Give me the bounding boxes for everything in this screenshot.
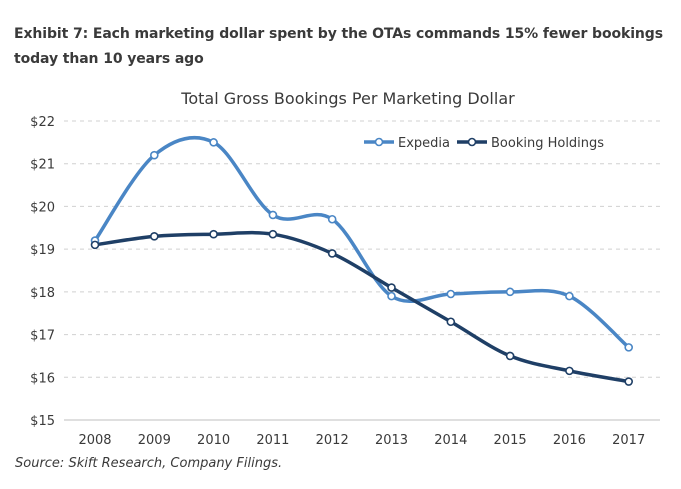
y-tick-label: $21: [30, 158, 55, 173]
x-tick-label: 2011: [256, 433, 289, 448]
series-lines: [90, 135, 634, 386]
x-tick-label: 2009: [138, 433, 171, 448]
data-point-expedia: [150, 150, 159, 160]
exhibit-title: Exhibit 7: Each marketing dollar spent b…: [14, 26, 663, 67]
y-tick-label: $18: [30, 286, 55, 301]
series-line-expedia: [93, 135, 631, 350]
x-tick-label: 2014: [434, 433, 467, 448]
data-point-expedia: [565, 291, 574, 301]
legend-marker-booking-holdings: [467, 137, 477, 147]
x-tick-label: 2015: [494, 433, 527, 448]
y-tick-label: $16: [30, 371, 55, 386]
data-point-booking-holdings: [327, 249, 337, 258]
data-point-expedia: [327, 214, 337, 224]
data-point-booking-holdings: [446, 317, 456, 327]
x-tick-label: 2012: [316, 433, 349, 448]
grid: [64, 120, 660, 421]
y-axis-ticks: $15 $16 $17 $18 $19 $20 $21 $22: [30, 115, 55, 429]
x-tick-label: 2010: [197, 433, 230, 448]
x-tick-label: 2017: [612, 433, 645, 448]
legend-label-booking-holdings: Booking Holdings: [491, 136, 604, 151]
x-tick-label: 2013: [375, 433, 408, 448]
data-point-booking-holdings: [565, 366, 574, 376]
data-point-expedia: [446, 289, 456, 299]
data-point-expedia: [387, 291, 396, 301]
data-point-expedia: [624, 343, 634, 352]
x-axis-ticks: 2008 2009 2010 2011 2012 2013 2014 2015 2016 2017: [78, 433, 645, 448]
legend: Expedia Booking Holdings: [364, 136, 604, 151]
data-point-booking-holdings: [209, 229, 218, 239]
data-point-expedia: [505, 287, 515, 297]
x-tick-label: 2016: [553, 433, 586, 448]
y-tick-label: $22: [30, 115, 55, 130]
series-line-booking-holdings: [93, 230, 631, 384]
source-note: Source: Skift Research, Company Filings.: [15, 456, 283, 471]
data-point-booking-holdings: [90, 240, 100, 250]
data-point-booking-holdings: [387, 283, 396, 292]
data-point-booking-holdings: [150, 232, 159, 241]
y-tick-label: $20: [30, 200, 55, 215]
x-tick-label: 2008: [78, 433, 111, 448]
y-tick-label: $19: [30, 243, 55, 258]
data-point-booking-holdings: [505, 351, 515, 361]
y-tick-label: $17: [30, 329, 55, 344]
data-point-booking-holdings: [268, 229, 278, 239]
legend-label-expedia: Expedia: [398, 136, 450, 151]
chart-title: Total Gross Bookings Per Marketing Dolla…: [180, 89, 515, 108]
data-point-expedia: [209, 138, 218, 147]
y-tick-label: $15: [30, 414, 55, 429]
data-point-expedia: [268, 210, 278, 220]
data-point-booking-holdings: [624, 377, 634, 386]
legend-marker-expedia: [374, 137, 384, 147]
